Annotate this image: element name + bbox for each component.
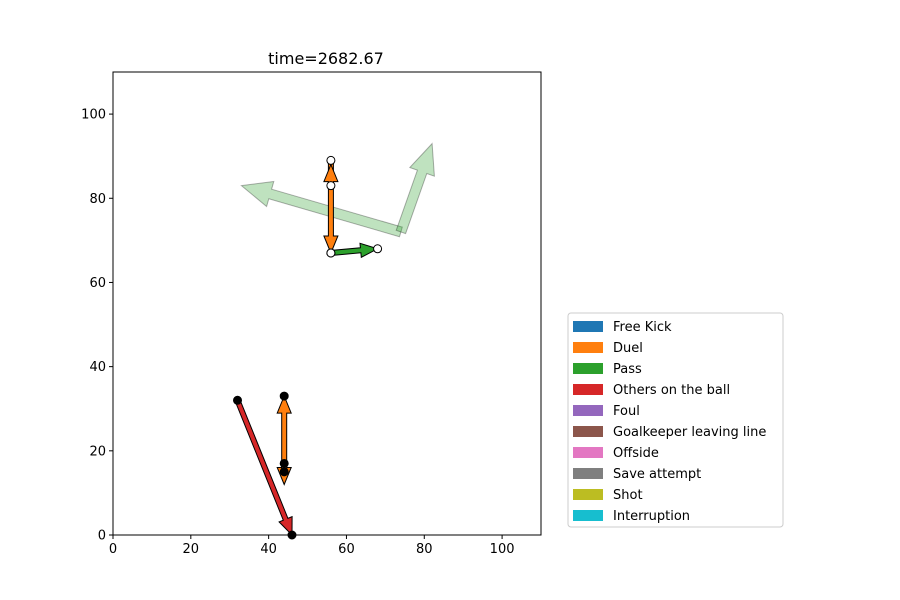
- legend-swatch: [573, 510, 603, 521]
- x-tick-label: 20: [183, 542, 200, 557]
- x-tick-label: 40: [260, 542, 277, 557]
- legend-label: Others on the ball: [613, 383, 730, 398]
- event-marker: [279, 467, 289, 477]
- event-marker: [373, 244, 383, 254]
- legend-swatch: [573, 447, 603, 458]
- faded-pass-arrow: [395, 142, 435, 235]
- event-marker: [326, 181, 336, 191]
- legend: Free Kick Duel Pass Others on the ball Foul G…: [567, 312, 784, 528]
- legend-swatch: [573, 321, 603, 332]
- legend-label: Pass: [613, 362, 642, 377]
- legend-swatch: [573, 384, 603, 395]
- y-tick-label: 100: [81, 108, 106, 123]
- legend-swatch: [573, 342, 603, 353]
- x-tick-label: 60: [338, 542, 355, 557]
- event-markers: [233, 155, 383, 540]
- legend-label: Foul: [613, 404, 640, 419]
- legend-swatch: [573, 405, 603, 416]
- event-marker: [279, 391, 289, 401]
- event-marker: [326, 248, 336, 258]
- event-marker: [326, 155, 336, 165]
- legend-label: Interruption: [613, 509, 690, 524]
- y-tick-label: 20: [89, 444, 106, 459]
- chart-title: time=2682.67: [268, 49, 384, 68]
- legend-swatch: [573, 489, 603, 500]
- y-tick-label: 40: [89, 360, 106, 375]
- y-tick-label: 60: [89, 276, 106, 291]
- legend-swatch: [573, 363, 603, 374]
- event-marker: [233, 395, 243, 405]
- y-tick-label: 80: [89, 192, 106, 207]
- legend-label: Duel: [613, 341, 643, 356]
- others-on-the-ball-arrow: [234, 398, 293, 537]
- legend-label: Shot: [613, 488, 643, 503]
- pass-arrow: [330, 242, 379, 259]
- legend-box: [567, 312, 784, 528]
- event-arrows: [234, 159, 379, 537]
- x-tick-label: 100: [490, 542, 515, 557]
- plot-frame: [112, 71, 542, 536]
- event-marker: [279, 458, 289, 468]
- x-tick-label: 80: [416, 542, 433, 557]
- event-marker: [287, 530, 297, 540]
- faded-event-arrows: [240, 142, 435, 238]
- legend-swatch: [573, 426, 603, 437]
- legend-label: Offside: [613, 446, 659, 461]
- legend-label: Save attempt: [613, 467, 701, 482]
- legend-label: Free Kick: [613, 320, 672, 335]
- y-tick-label: 0: [98, 529, 106, 544]
- plot-axes: 0 20 40 60 80 100 0 20 40 60 80 100: [81, 71, 542, 557]
- x-tick-label: 0: [109, 542, 117, 557]
- faded-pass-arrow: [240, 180, 403, 238]
- legend-swatch: [573, 468, 603, 479]
- legend-label: Goalkeeper leaving line: [613, 425, 766, 440]
